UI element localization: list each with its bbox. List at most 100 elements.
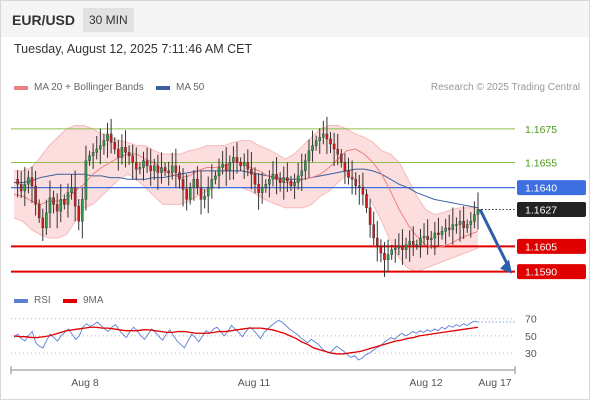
candle-up — [106, 133, 109, 141]
candle-up — [221, 163, 224, 168]
rsi-tick-30: 30 — [525, 348, 537, 360]
candle-up — [433, 232, 437, 239]
candle-down — [235, 157, 239, 163]
candle-up — [188, 187, 192, 200]
candle-down — [77, 205, 81, 222]
candle-up — [307, 150, 311, 161]
candle-up — [408, 241, 411, 245]
candle-down — [347, 170, 350, 178]
candle-up — [206, 187, 210, 197]
candle-down — [30, 177, 34, 187]
candle-up — [84, 160, 88, 200]
candle-up — [232, 157, 235, 163]
candle-down — [174, 165, 178, 173]
candle-down — [16, 179, 19, 185]
candle-down — [354, 179, 357, 187]
candle-up — [66, 192, 70, 205]
candle-up — [393, 247, 397, 250]
candle-down — [411, 241, 415, 245]
rsi-tick-70: 70 — [525, 314, 537, 326]
candle-up — [264, 184, 268, 188]
level-tag-1.1627 — [517, 201, 586, 217]
candle-down — [350, 177, 354, 180]
ma50-swatch — [156, 85, 170, 90]
candle-up — [397, 246, 401, 249]
header-bar: EUR/USD 30 MIN — [1, 1, 589, 37]
candle-up — [268, 179, 271, 185]
level-tag-1.1590 — [517, 264, 586, 280]
level-label-1.1627: 1.1627 — [525, 204, 557, 216]
candle-down — [117, 148, 120, 158]
candle-down — [329, 138, 332, 145]
candle-up — [422, 236, 426, 239]
projection-arrow-shaft — [478, 208, 511, 269]
legend-9ma-label: 9MA — [83, 295, 104, 306]
candle-up — [318, 137, 322, 141]
timeframe-button[interactable]: 30 MIN — [83, 8, 134, 32]
candle-down — [239, 162, 242, 167]
candle-up — [271, 174, 275, 180]
candle-down — [163, 167, 167, 172]
candle-down — [336, 148, 339, 155]
candle-down — [376, 237, 379, 247]
candle-up — [469, 221, 473, 225]
candle-down — [145, 160, 149, 167]
candle-up — [59, 199, 63, 212]
candle-up — [152, 165, 156, 172]
candle-down — [368, 207, 372, 225]
candle-up — [311, 145, 314, 151]
candle-down — [462, 221, 465, 229]
x-tick-label-1: Aug 11 — [238, 377, 271, 389]
level-tag-1.1605 — [517, 238, 586, 254]
candle-down — [340, 153, 343, 163]
candle-down — [156, 165, 160, 173]
candle-down — [55, 204, 59, 212]
level-tag-1.1640 — [517, 180, 586, 196]
candle-up — [476, 209, 480, 215]
candle-up — [444, 227, 447, 232]
candle-up — [404, 244, 408, 250]
legend-ma20-label: MA 20 + Bollinger Bands — [34, 82, 144, 93]
candle-down — [37, 204, 41, 219]
candle-down — [34, 185, 37, 205]
candle-down — [131, 155, 134, 163]
candle-down — [63, 199, 66, 205]
candle-down — [246, 162, 250, 170]
legend-ma50: MA 50 — [156, 82, 204, 93]
candle-down — [426, 236, 429, 240]
x-tick-label-0: Aug 8 — [71, 377, 99, 389]
candle-up — [81, 199, 84, 222]
candle-down — [358, 185, 361, 188]
legend-9ma: 9MA — [63, 295, 104, 306]
candle-up — [458, 221, 462, 225]
candle-up — [390, 249, 393, 255]
candle-up — [160, 167, 163, 173]
candle-up — [214, 175, 217, 180]
candle-down — [257, 184, 260, 193]
candle-down — [325, 133, 329, 140]
candle-down — [379, 246, 383, 254]
candle-up — [228, 162, 232, 172]
candle-down — [149, 165, 152, 172]
x-tick-label-3: Aug 17 — [478, 377, 511, 389]
candle-down — [383, 252, 386, 261]
rsi-9ma-line — [13, 326, 479, 355]
candle-up — [99, 145, 102, 150]
candle-up — [322, 133, 325, 138]
candle-down — [124, 147, 127, 153]
level-label-1.1605: 1.1605 — [525, 241, 557, 253]
rsi-line — [13, 319, 479, 361]
candle-down — [199, 187, 203, 200]
candle-up — [210, 179, 214, 188]
candle-up — [455, 224, 458, 226]
candle-down — [365, 194, 368, 208]
candle-down — [401, 246, 404, 250]
candle-up — [473, 214, 476, 222]
ma20-line — [13, 148, 479, 249]
candle-up — [451, 224, 455, 230]
candle-up — [88, 155, 91, 161]
legend-rsi-label: RSI — [34, 295, 51, 306]
candle-up — [95, 148, 99, 153]
candle-down — [275, 174, 278, 180]
timestamp: Tuesday, August 12, 2025 7:11:46 AM CET — [14, 42, 253, 56]
